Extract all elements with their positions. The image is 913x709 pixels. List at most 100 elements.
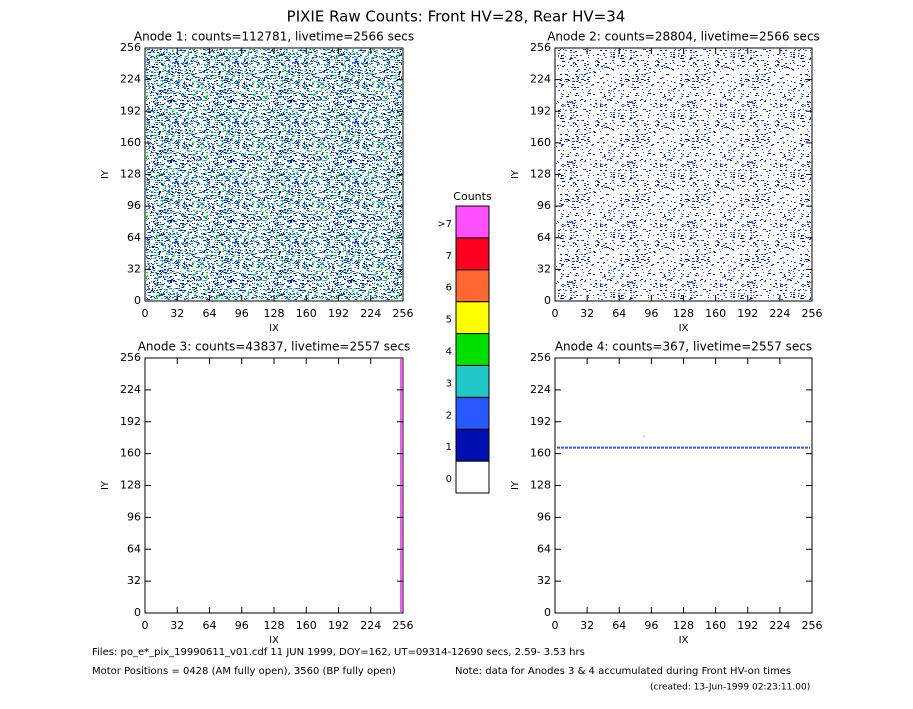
colorbar-box	[455, 460, 490, 494]
colorbar-box	[455, 333, 490, 366]
y-tick-label: 96	[127, 510, 141, 523]
y-tick-label: 160	[530, 136, 551, 149]
x-tick-label: 128	[264, 307, 285, 320]
y-tick-label: 160	[120, 447, 141, 460]
x-tick-label: 160	[705, 307, 726, 320]
y-tick-label: 0	[544, 294, 551, 307]
panel-title: Anode 2: counts=28804, livetime=2566 sec…	[547, 30, 820, 44]
y-tick-label: 96	[537, 199, 551, 212]
panel-title: Anode 1: counts=112781, livetime=2566 se…	[134, 30, 414, 44]
plot-frame	[554, 357, 813, 614]
plot-frame	[144, 357, 404, 614]
y-tick-label: 32	[127, 262, 141, 275]
page-title: PIXIE Raw Counts: Front HV=28, Rear HV=3…	[287, 8, 626, 26]
y-tick-label: 32	[537, 574, 551, 587]
x-axis-label: IX	[269, 635, 279, 646]
y-tick-label: 64	[127, 542, 141, 555]
panel-title: Anode 3: counts=43837, livetime=2557 sec…	[138, 340, 411, 354]
panel-title: Anode 4: counts=367, livetime=2557 secs	[555, 340, 812, 354]
colorbar-label: 2	[446, 410, 452, 421]
x-tick-label: 64	[612, 619, 626, 632]
x-tick-label: 160	[296, 619, 317, 632]
x-tick-label: 192	[737, 619, 758, 632]
y-tick-label: 0	[544, 606, 551, 619]
y-tick-label: 224	[530, 73, 551, 86]
y-tick-label: 192	[530, 415, 551, 428]
y-tick-label: 64	[537, 542, 551, 555]
x-tick-label: 64	[612, 307, 626, 320]
y-tick-label: 64	[127, 231, 141, 244]
x-axis-label: IX	[679, 635, 689, 646]
y-tick-label: 128	[530, 479, 551, 492]
x-tick-label: 0	[552, 619, 559, 632]
x-tick-label: 224	[769, 307, 790, 320]
y-tick-label: 128	[120, 479, 141, 492]
x-tick-label: 160	[705, 619, 726, 632]
y-tick-label: 160	[530, 447, 551, 460]
x-tick-label: 64	[203, 619, 217, 632]
x-tick-label: 32	[170, 307, 184, 320]
colorbar-label: 6	[446, 283, 452, 294]
x-tick-label: 0	[552, 307, 559, 320]
colorbar-box	[455, 205, 490, 239]
y-tick-label: 96	[127, 199, 141, 212]
y-tick-label: 256	[120, 351, 141, 364]
x-tick-label: 192	[328, 307, 349, 320]
footer-created: (created: 13-Jun-1999 02:23:11.00)	[650, 683, 810, 693]
y-tick-label: 192	[120, 415, 141, 428]
footer-motor: Motor Positions = 0428 (AM fully open), …	[92, 666, 396, 677]
heatmap-texture	[146, 49, 402, 300]
colorbar-label: 3	[446, 378, 452, 389]
y-tick-label: 192	[530, 104, 551, 117]
x-axis-label: IX	[269, 323, 279, 334]
y-tick-label: 256	[120, 41, 141, 54]
x-tick-label: 160	[296, 307, 317, 320]
y-tick-label: 192	[120, 104, 141, 117]
y-tick-label: 0	[134, 294, 141, 307]
x-tick-label: 128	[264, 619, 285, 632]
x-tick-label: 128	[673, 307, 694, 320]
colorbar-label: 1	[446, 442, 452, 453]
x-tick-label: 64	[203, 307, 217, 320]
colorbar-box	[455, 396, 490, 430]
x-tick-label: 32	[580, 619, 594, 632]
x-tick-label: 96	[235, 307, 249, 320]
x-tick-label: 192	[328, 619, 349, 632]
colorbar-label: 7	[446, 251, 452, 262]
y-tick-label: 128	[530, 168, 551, 181]
y-tick-label: 32	[127, 574, 141, 587]
x-tick-label: 128	[673, 619, 694, 632]
y-tick-label: 96	[537, 510, 551, 523]
x-tick-label: 224	[360, 619, 381, 632]
y-tick-label: 160	[120, 136, 141, 149]
x-axis-label: IX	[679, 323, 689, 334]
x-tick-label: 256	[802, 619, 823, 632]
y-tick-label: 0	[134, 606, 141, 619]
x-tick-label: 256	[802, 307, 823, 320]
y-axis-label: IY	[510, 169, 521, 179]
x-tick-label: 256	[393, 619, 414, 632]
heatmap-texture	[556, 49, 811, 300]
x-tick-label: 96	[644, 619, 658, 632]
y-tick-label: 224	[530, 383, 551, 396]
colorbar-title: Counts	[453, 190, 492, 203]
x-tick-label: 256	[393, 307, 414, 320]
y-tick-label: 64	[537, 231, 551, 244]
x-tick-label: 32	[170, 619, 184, 632]
colorbar-box	[455, 428, 490, 462]
colorbar-label: 0	[446, 474, 452, 485]
colorbar-label: 4	[446, 347, 452, 358]
x-tick-label: 224	[769, 619, 790, 632]
colorbar-box	[455, 269, 490, 303]
colorbar-label: >7	[437, 219, 452, 230]
y-axis-label: IY	[510, 480, 521, 490]
colorbar-box	[455, 237, 490, 271]
y-tick-label: 224	[120, 383, 141, 396]
footer-files: Files: po_e*_pix_19990611_v01.cdf 11 JUN…	[92, 647, 585, 658]
footer-note: Note: data for Anodes 3 & 4 accumulated …	[455, 666, 791, 677]
y-tick-label: 256	[530, 351, 551, 364]
y-tick-label: 256	[530, 41, 551, 54]
x-tick-label: 96	[644, 307, 658, 320]
y-tick-label: 224	[120, 73, 141, 86]
